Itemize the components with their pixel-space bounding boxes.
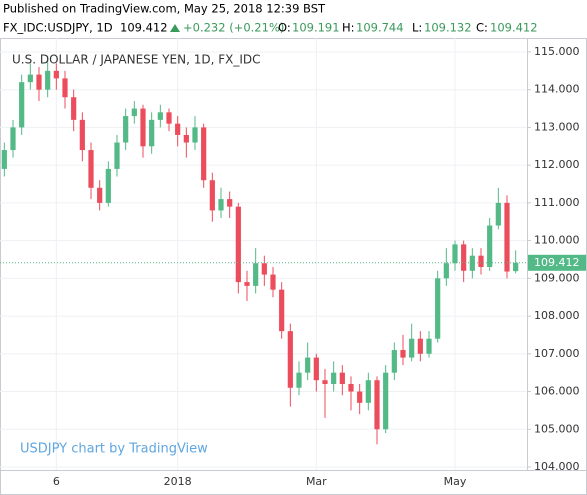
candle-body [235, 206, 241, 283]
candle-body [287, 331, 293, 388]
candle-body [461, 244, 467, 271]
candle-body [313, 357, 319, 381]
low-value: 109.132 [424, 21, 472, 35]
candle-body [79, 119, 85, 151]
y-tick-label: 111.000 [534, 196, 580, 209]
x-tick-label: Mar [306, 475, 327, 488]
candle-body [331, 372, 337, 384]
candle-body [279, 289, 285, 332]
published: Published on TradingView.com, May 25, 20… [3, 2, 326, 16]
candle-body [409, 338, 415, 358]
candle-body [62, 78, 68, 98]
candle-body [201, 127, 207, 181]
candle-body [391, 350, 397, 373]
change: +0.232 (+0.21%) [183, 21, 284, 35]
candle-body [114, 142, 120, 169]
candle-body [478, 255, 484, 268]
candle-body [1, 150, 7, 169]
candle-body [426, 338, 432, 354]
y-tick-label: 114.000 [534, 83, 580, 96]
x-tick-label: 2018 [164, 475, 192, 488]
open-value: 109.191 [292, 21, 340, 35]
y-tick-label: 113.000 [534, 120, 580, 133]
high-label: H: [342, 21, 355, 35]
candle-body [513, 262, 519, 272]
watermark: USDJPY chart by TradingView [20, 442, 208, 457]
candle-body [227, 199, 233, 207]
candle-body [27, 74, 33, 83]
price-label: 109.412 [534, 256, 580, 269]
candle-body [469, 255, 475, 271]
candle-body [97, 187, 103, 203]
candle-body [45, 70, 51, 90]
high-value: 109.744 [356, 21, 404, 35]
candle-body [339, 372, 345, 384]
candle-body [487, 225, 493, 268]
y-tick-label: 104.000 [534, 460, 580, 473]
candle-body [71, 97, 77, 120]
candle-body [166, 112, 172, 124]
candle-body [365, 380, 371, 403]
symbol: FX_IDC:USDJPY, 1D [3, 21, 113, 35]
candle-body [192, 127, 198, 143]
candle-body [383, 372, 389, 430]
up-arrow [170, 24, 180, 32]
candle-body [131, 108, 137, 117]
candle-body [123, 116, 129, 143]
y-tick-label: 107.000 [534, 347, 580, 360]
candle-body [53, 70, 59, 79]
candle-body [261, 263, 267, 275]
candle-body [209, 180, 215, 211]
candle-body [417, 338, 423, 354]
candle-body [149, 119, 155, 147]
candle-body [244, 282, 250, 286]
candle-body [270, 274, 276, 290]
candle-body [175, 123, 181, 135]
candle-body [374, 380, 380, 430]
candle-body [218, 199, 224, 211]
candle-body [157, 112, 163, 120]
candle-body [253, 263, 259, 286]
y-tick-label: 110.000 [534, 234, 580, 247]
x-tick-label: May [444, 475, 467, 488]
close-value: 109.412 [490, 21, 538, 35]
y-tick-label: 109.000 [534, 271, 580, 284]
candle-body [296, 372, 302, 388]
candle-body [105, 168, 111, 203]
candle-body [504, 202, 510, 272]
x-tick-label: 6 [53, 475, 60, 488]
low-label: L: [412, 21, 422, 35]
candle-body [443, 263, 449, 279]
candle-body [36, 74, 42, 90]
candle-body [495, 202, 501, 226]
candle-body [305, 357, 311, 373]
chart-title: U.S. DOLLAR / JAPANESE YEN, 1D, FX_IDC [12, 53, 260, 67]
candle-body [88, 150, 94, 188]
last-price: 109.412 [120, 21, 168, 35]
close-label: C: [476, 21, 488, 35]
y-tick-label: 115.000 [534, 45, 580, 58]
price-label-box [528, 254, 586, 271]
y-tick-label: 108.000 [534, 309, 580, 322]
candle-body [348, 383, 354, 392]
candle-body [140, 108, 146, 147]
candle-body [435, 278, 441, 339]
candle-body [357, 391, 363, 403]
y-tick-label: 106.000 [534, 385, 580, 398]
candle-body [322, 380, 328, 384]
y-tick-label: 105.000 [534, 422, 580, 435]
candle-body [19, 82, 25, 128]
open-label: O: [278, 21, 291, 35]
candle-body [400, 350, 406, 358]
candle-body [10, 127, 16, 151]
y-tick-label: 112.000 [534, 158, 580, 171]
candle-body [452, 244, 458, 264]
candle-body [183, 134, 189, 143]
